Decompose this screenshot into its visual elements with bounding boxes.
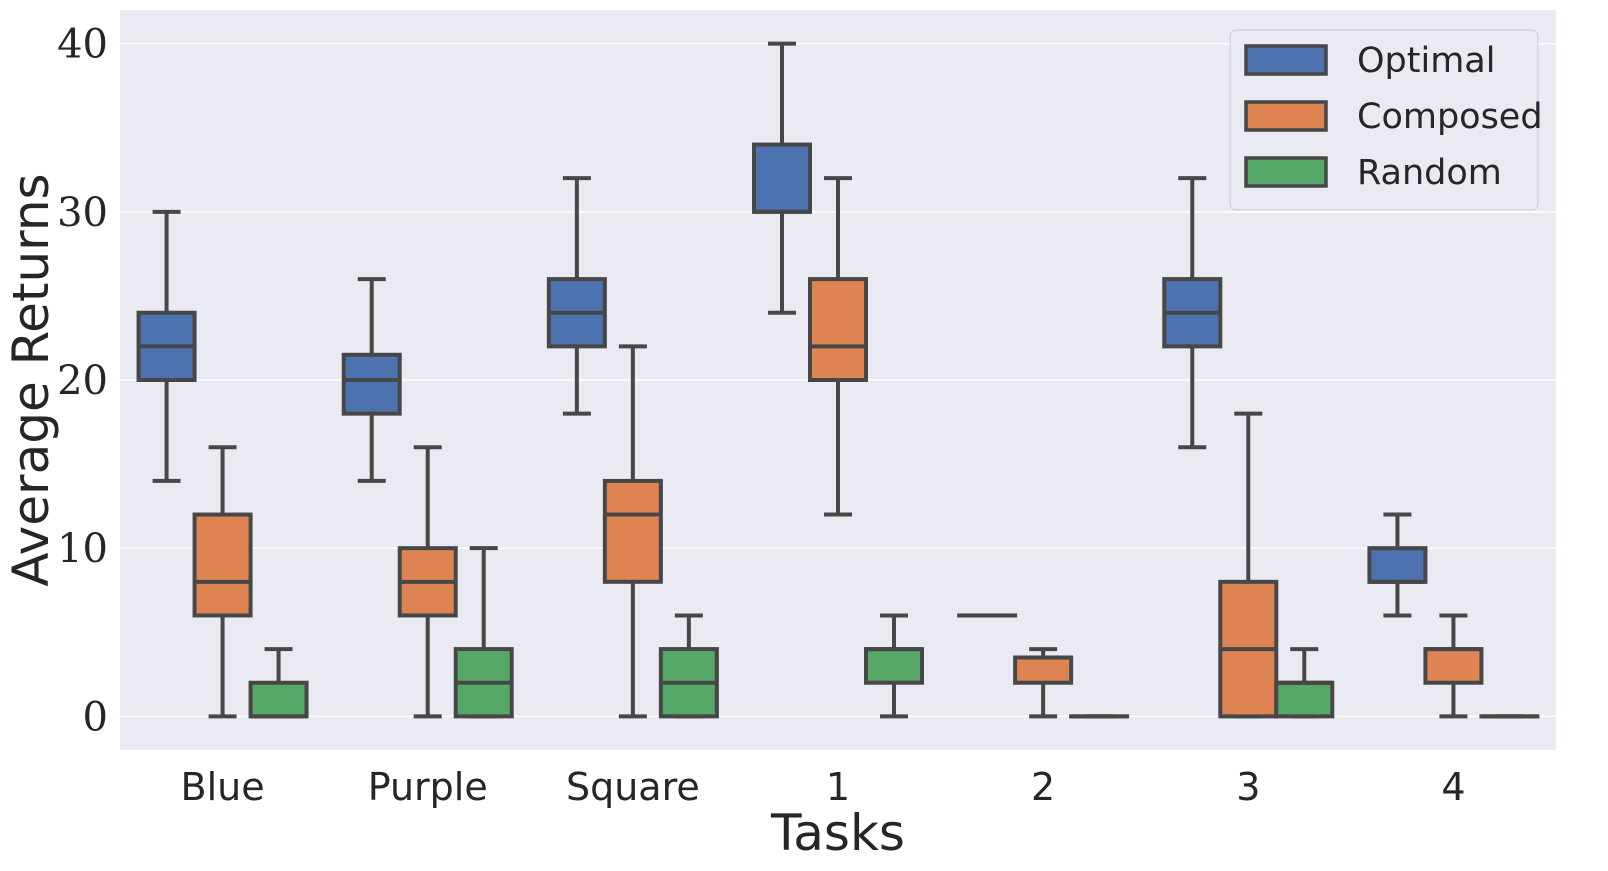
box-composed-purple xyxy=(397,445,458,719)
box-optimal-blue xyxy=(136,209,197,483)
y-tick-label: 40 xyxy=(57,22,108,68)
box-body xyxy=(1367,546,1428,584)
box-composed-square xyxy=(602,344,663,719)
x-axis-ticks: Blue Purple Square 1 2 3 4 xyxy=(181,765,1466,809)
y-tick-label: 30 xyxy=(57,190,108,236)
y-axis-label: Average Returns xyxy=(2,173,60,586)
x-tick-label: 4 xyxy=(1441,765,1465,809)
box-body xyxy=(1274,680,1335,719)
y-tick-label: 20 xyxy=(57,358,108,404)
box-composed-blue xyxy=(192,445,253,719)
box-body xyxy=(192,512,253,618)
legend-label-optimal: Optimal xyxy=(1357,41,1495,81)
box-body xyxy=(1423,647,1484,685)
x-tick-label: Blue xyxy=(181,765,265,809)
y-axis-ticks: 0 10 20 30 40 xyxy=(57,22,108,741)
box-groups xyxy=(136,41,1540,719)
x-tick-label: Purple xyxy=(368,765,488,809)
box-body xyxy=(341,352,402,416)
x-tick-label: Square xyxy=(566,765,700,809)
box-composed-4 xyxy=(1423,613,1484,719)
legend-swatch-optimal xyxy=(1244,44,1328,76)
x-tick-label: 1 xyxy=(826,765,850,809)
box-body xyxy=(752,142,812,214)
x-tick-label: 3 xyxy=(1236,765,1260,809)
legend-label-composed: Composed xyxy=(1357,97,1543,137)
box-body xyxy=(864,647,924,685)
box-optimal-purple xyxy=(341,277,402,483)
box-body xyxy=(248,680,309,719)
legend-swatch-composed xyxy=(1244,100,1328,132)
box-body xyxy=(808,277,868,382)
box-optimal-1 xyxy=(752,41,812,315)
y-tick-label: 0 xyxy=(83,694,108,740)
box-random-blue xyxy=(248,647,309,719)
x-axis-label: Tasks xyxy=(770,804,905,862)
box-random-1 xyxy=(864,613,924,719)
box-body xyxy=(1013,655,1074,685)
box-optimal-square xyxy=(546,176,607,416)
x-tick-label: 2 xyxy=(1031,765,1055,809)
box-optimal-3 xyxy=(1162,176,1223,450)
box-body xyxy=(602,478,663,584)
box-composed-1 xyxy=(808,176,868,517)
box-composed-2 xyxy=(1013,647,1074,719)
legend: Optimal Composed Random xyxy=(1229,29,1543,211)
legend-label-random: Random xyxy=(1357,153,1502,193)
box-random-3 xyxy=(1274,647,1335,719)
box-optimal-4 xyxy=(1367,512,1428,618)
legend-swatch-random xyxy=(1244,156,1328,188)
box-random-square xyxy=(658,613,719,719)
box-composed-3 xyxy=(1218,411,1279,719)
y-tick-label: 10 xyxy=(57,526,108,572)
box-random-purple xyxy=(453,546,514,719)
